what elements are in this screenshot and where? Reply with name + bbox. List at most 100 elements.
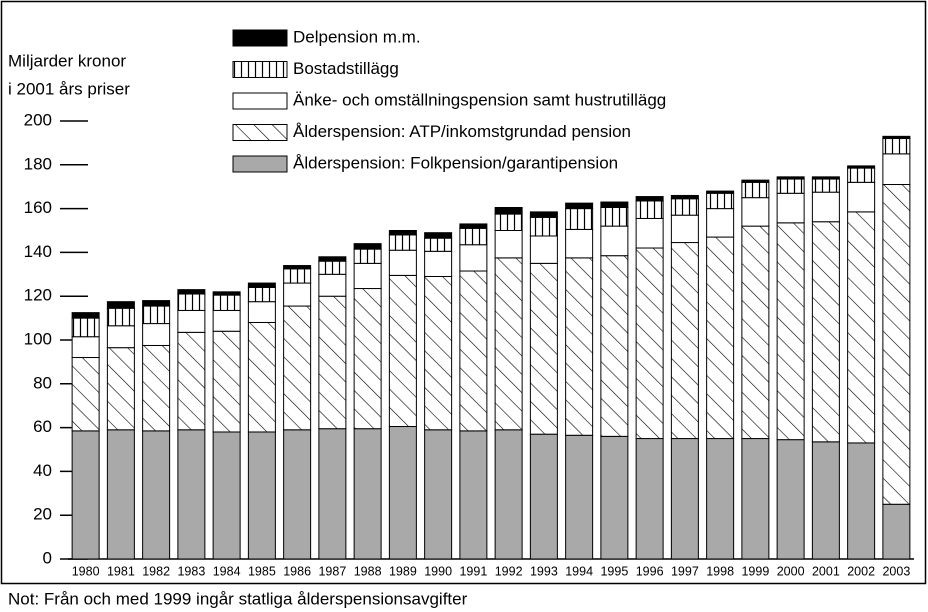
bar-segment <box>882 153 911 186</box>
bar-segment <box>706 236 735 440</box>
x-tick-label: 1991 <box>459 564 487 578</box>
x-tick-label: 1995 <box>600 564 628 578</box>
x-tick-label: 1986 <box>283 564 311 578</box>
bar-segment <box>847 167 876 183</box>
bar-segment <box>177 309 206 333</box>
legend-label: Änke- och omställningspension samt hustr… <box>293 90 666 109</box>
bar-segment <box>106 347 135 431</box>
x-tick-label: 1993 <box>530 564 558 578</box>
x-tick-label: 2002 <box>847 564 875 578</box>
bar-segment <box>776 439 805 560</box>
bar-segment <box>565 202 594 210</box>
bar-segment <box>529 216 558 237</box>
bar-segment <box>212 431 241 560</box>
bar-segment <box>741 438 770 560</box>
bar-segment <box>706 192 735 210</box>
bar-segment <box>318 256 347 262</box>
bar-segment <box>388 274 417 428</box>
bar-segment <box>811 221 840 443</box>
x-tick-label: 1992 <box>495 564 523 578</box>
bar-segment <box>353 248 382 264</box>
y-axis-label: i 2001 års priser <box>8 79 130 98</box>
y-tick-label: 180 <box>24 154 52 173</box>
bar-segment <box>776 192 805 224</box>
bar-segment <box>565 208 594 230</box>
bar-segment <box>424 250 453 277</box>
y-tick-label: 0 <box>43 548 52 567</box>
legend-label: Bostadstillägg <box>293 59 399 78</box>
bar-segment <box>706 208 735 238</box>
bar-segment <box>882 184 911 505</box>
bar-segment <box>142 300 171 307</box>
bar-segment <box>247 286 276 303</box>
bar-segment <box>142 430 171 560</box>
bar-segment <box>71 336 100 359</box>
bar-segment <box>177 293 206 311</box>
x-tick-label: 1987 <box>318 564 346 578</box>
bar-segment <box>353 288 382 430</box>
legend-swatch <box>232 92 288 110</box>
bar-segment <box>106 307 135 327</box>
y-tick-label: 200 <box>24 110 52 129</box>
bar-segment <box>847 181 876 213</box>
bar-segment <box>635 247 664 440</box>
bar-segment <box>635 196 664 202</box>
bar-segment <box>847 211 876 444</box>
y-tick-label: 140 <box>24 242 52 261</box>
x-tick-label: 1984 <box>213 564 241 578</box>
bar-segment <box>212 309 241 332</box>
bar-segment <box>247 301 276 323</box>
x-tick-label: 1996 <box>636 564 664 578</box>
bar-segment <box>142 305 171 325</box>
x-tick-label: 2003 <box>882 564 910 578</box>
bar-segment <box>776 222 805 441</box>
bar-segment <box>283 268 312 284</box>
frame <box>0 0 927 585</box>
x-tick-label: 1990 <box>424 564 452 578</box>
bar-segment <box>142 344 171 432</box>
x-tick-label: 1982 <box>142 564 170 578</box>
bar-segment <box>529 211 558 218</box>
bar-segment <box>388 426 417 560</box>
bar-segment <box>318 260 347 275</box>
bar-segment <box>706 438 735 560</box>
x-tick-label: 1989 <box>389 564 417 578</box>
bar-segment <box>635 438 664 560</box>
bar-segment <box>283 282 312 307</box>
bar-segment <box>600 201 629 209</box>
bar-segment <box>459 223 488 229</box>
bar-segment <box>247 282 276 288</box>
bar-segment <box>106 429 135 560</box>
bar-segment <box>494 429 523 560</box>
bar-segment <box>811 178 840 193</box>
bar-segment <box>247 431 276 560</box>
bar-segment <box>494 213 523 231</box>
bar-segment <box>353 428 382 560</box>
bar-segment <box>741 179 770 183</box>
bar-segment <box>494 257 523 431</box>
bar-segment <box>142 323 171 346</box>
bar-segment <box>353 243 382 250</box>
bar-segment <box>565 228 594 259</box>
bar-segment <box>424 237 453 252</box>
y-tick-label: 160 <box>24 198 52 217</box>
y-tick-label: 60 <box>33 417 52 436</box>
bar-segment <box>212 330 241 433</box>
bar-segment <box>318 428 347 560</box>
bar-segment <box>424 232 453 239</box>
bar-segment <box>811 176 840 180</box>
bar-segment <box>670 242 699 440</box>
bar-segment <box>212 294 241 311</box>
bar-segment <box>494 207 523 215</box>
bar-segment <box>71 430 100 560</box>
bar-segment <box>424 429 453 560</box>
bar-segment <box>424 275 453 431</box>
legend-label: Ålderspension: Folkpension/garantipensio… <box>293 153 618 172</box>
legend-swatch <box>232 61 288 78</box>
bar-segment <box>177 429 206 560</box>
bar-segment <box>706 190 735 194</box>
x-tick-label: 1983 <box>177 564 205 578</box>
bar-segment <box>741 181 770 199</box>
bar-segment <box>600 435 629 560</box>
x-tick-label: 2001 <box>812 564 840 578</box>
